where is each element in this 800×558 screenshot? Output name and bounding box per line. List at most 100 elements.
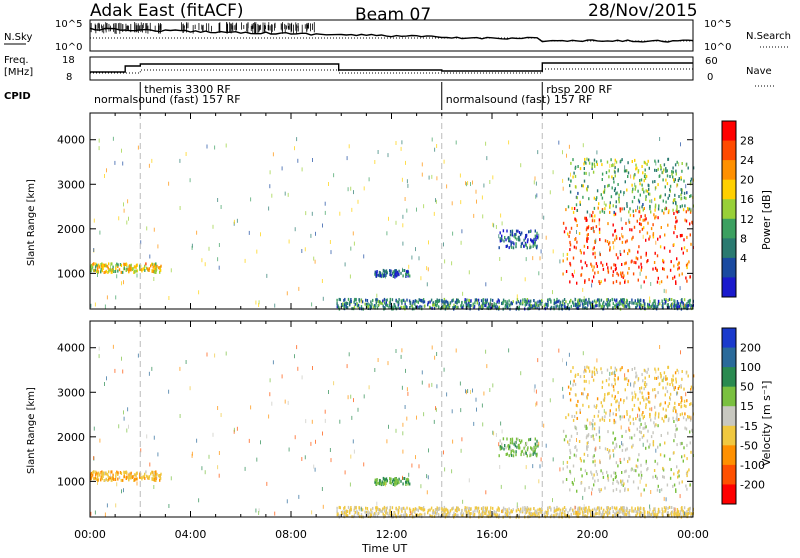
- scatter-point: [485, 304, 487, 308]
- scatter-point: [324, 418, 326, 423]
- scatter-point: [153, 264, 156, 268]
- scatter-point: [628, 218, 630, 223]
- scatter-point: [614, 395, 616, 399]
- scatter-point: [445, 513, 448, 517]
- scatter-point: [643, 207, 645, 210]
- scatter-point: [654, 203, 657, 207]
- scatter-point: [376, 506, 378, 510]
- scatter-point: [671, 302, 674, 306]
- scatter-point: [672, 416, 674, 420]
- scatter-point: [586, 233, 588, 237]
- scatter-point: [689, 301, 691, 305]
- scatter-point: [357, 407, 359, 412]
- scatter-point: [350, 246, 352, 251]
- scatter-point: [641, 391, 643, 395]
- scatter-point: [622, 506, 624, 510]
- scatter-point: [520, 163, 522, 168]
- scatter-point: [684, 412, 686, 416]
- scatter-point: [638, 299, 641, 303]
- scatter-point: [567, 232, 569, 236]
- scatter-point: [593, 473, 595, 477]
- scatter-point: [581, 184, 583, 188]
- scatter-point: [458, 508, 460, 512]
- scatter-point: [607, 477, 609, 480]
- scatter-point: [592, 215, 594, 220]
- scatter-point: [654, 510, 657, 514]
- scatter-point: [96, 471, 98, 475]
- scatter-point: [580, 481, 582, 485]
- scatter-point: [688, 207, 691, 211]
- scatter-point: [657, 159, 660, 163]
- scatter-point: [677, 267, 679, 271]
- scatter-point: [459, 173, 461, 178]
- scatter-point: [521, 449, 524, 453]
- scatter-point: [642, 208, 644, 212]
- scatter-point: [191, 245, 193, 250]
- scatter-point: [639, 217, 641, 221]
- scatter-point: [614, 420, 617, 424]
- scatter-point: [572, 464, 575, 468]
- scatter-point: [603, 398, 606, 402]
- scatter-point: [443, 505, 446, 509]
- scatter-point: [305, 419, 307, 424]
- scatter-point: [654, 424, 656, 428]
- scatter-point: [462, 291, 464, 296]
- scatter-point: [587, 434, 589, 438]
- nsearch-tick-bottom: 10^0: [704, 42, 731, 53]
- scatter-point: [685, 162, 687, 167]
- scatter-point: [531, 513, 534, 517]
- scatter-point: [515, 229, 518, 233]
- colorbar-swatch: [722, 277, 736, 298]
- scatter-point: [593, 304, 595, 308]
- scatter-point: [620, 506, 622, 510]
- scatter-point: [559, 302, 561, 306]
- scatter-point: [623, 192, 625, 197]
- scatter-point: [631, 436, 633, 440]
- scatter-point: [404, 512, 406, 516]
- scatter-point: [642, 234, 644, 239]
- scatter-point: [606, 506, 608, 510]
- scatter-point: [670, 298, 673, 301]
- scatter-point: [649, 513, 651, 517]
- scatter-point: [534, 305, 537, 309]
- scatter-point: [367, 513, 370, 517]
- scatter-point: [534, 448, 536, 452]
- scatter-point: [681, 412, 683, 416]
- scatter-point: [419, 304, 421, 308]
- scatter-point: [574, 505, 576, 510]
- scatter-point: [341, 303, 343, 307]
- scatter-point: [483, 302, 485, 306]
- scatter-point: [524, 277, 526, 282]
- scatter-point: [676, 391, 679, 395]
- scatter-point: [615, 442, 618, 446]
- scatter-point: [686, 262, 689, 266]
- scatter-point: [509, 229, 512, 233]
- scatter-point: [667, 404, 669, 408]
- scatter-point: [558, 507, 560, 511]
- scatter-point: [101, 264, 103, 268]
- scatter-point: [151, 470, 153, 474]
- scatter-point: [386, 479, 388, 483]
- scatter-point: [613, 298, 616, 302]
- scatter-point: [152, 269, 154, 273]
- scatter-point: [591, 491, 593, 496]
- scatter-point: [107, 479, 109, 482]
- scatter-point: [680, 176, 682, 180]
- scatter-point: [659, 510, 661, 514]
- scatter-point: [498, 454, 500, 458]
- scatter-point: [570, 304, 572, 308]
- scatter-point: [573, 510, 575, 514]
- scatter-point: [269, 378, 271, 383]
- scatter-point: [552, 249, 554, 254]
- scatter-point: [106, 376, 107, 381]
- scatter-point: [590, 470, 592, 474]
- scatter-point: [644, 422, 646, 426]
- scatter-point: [627, 379, 630, 383]
- scatter-point: [661, 379, 663, 383]
- scatter-point: [612, 302, 614, 306]
- scatter-point: [481, 303, 484, 307]
- scatter-point: [562, 299, 564, 303]
- scatter-point: [367, 305, 370, 309]
- scatter-point: [381, 510, 383, 513]
- scatter-point: [611, 372, 613, 376]
